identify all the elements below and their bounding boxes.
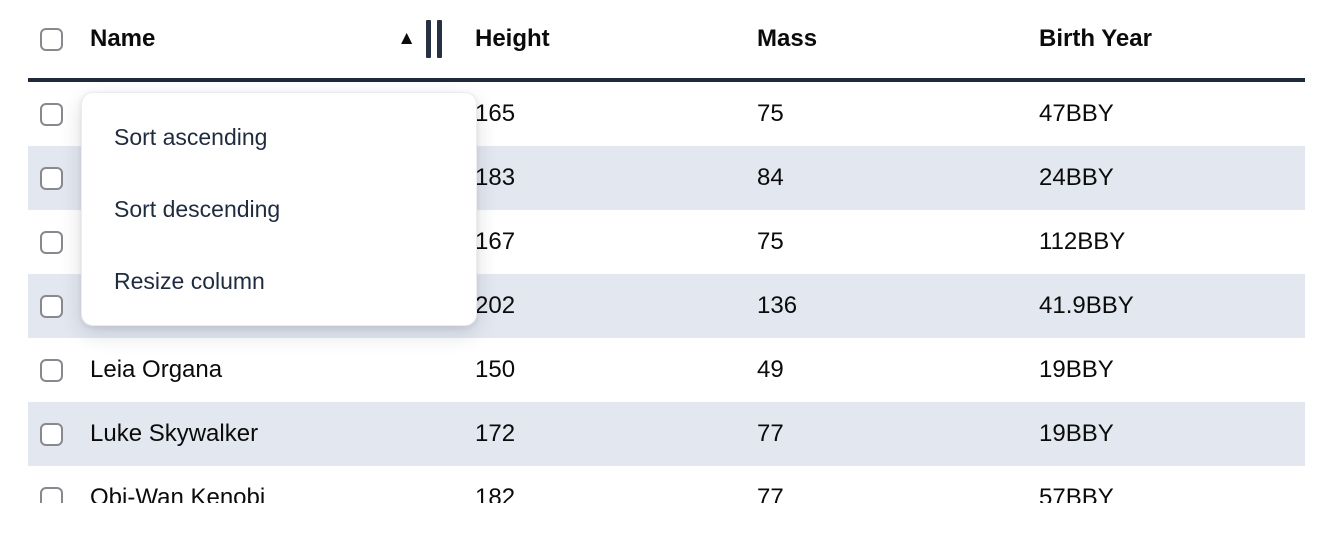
table-header-row: Name ▲ Height Mass Birth Year: [28, 0, 1305, 82]
column-resize-handle-icon[interactable]: [426, 20, 442, 58]
cell-birth-year: 19BBY: [1039, 356, 1114, 383]
cell-height: 182: [475, 484, 516, 503]
row-checkbox[interactable]: [40, 294, 63, 318]
column-header-mass[interactable]: Mass: [757, 25, 818, 52]
header-cell-name[interactable]: Name ▲: [28, 0, 459, 78]
cell-birth-year: 41.9BBY: [1039, 292, 1134, 319]
cell-mass: 84: [757, 164, 784, 191]
cell-birth-year: 47BBY: [1039, 100, 1114, 127]
cell-height: 183: [475, 164, 516, 191]
row-checkbox[interactable]: [40, 166, 63, 190]
menu-item-resize-column[interactable]: Resize column: [114, 267, 265, 294]
row-checkbox[interactable]: [40, 358, 63, 382]
resize-grip-bar: [437, 20, 442, 58]
row-checkbox[interactable]: [40, 102, 63, 126]
table-row: Leia Organa 150 49 19BBY: [28, 338, 1305, 402]
select-all-checkbox[interactable]: [40, 27, 63, 51]
row-checkbox[interactable]: [40, 422, 63, 446]
table-row: Luke Skywalker 172 77 19BBY: [28, 402, 1305, 466]
cell-mass: 49: [757, 356, 784, 383]
column-header-menu: Sort ascending Sort descending Resize co…: [81, 92, 477, 326]
cell-height: 202: [475, 292, 516, 319]
menu-item-sort-descending[interactable]: Sort descending: [114, 195, 281, 222]
column-header-height[interactable]: Height: [475, 25, 550, 52]
cell-mass: 75: [757, 228, 784, 255]
cell-mass: 77: [757, 484, 784, 503]
table-row: Obi-Wan Kenobi 182 77 57BBY: [28, 466, 1305, 503]
column-header-birth-year[interactable]: Birth Year: [1039, 25, 1152, 52]
data-table: Name ▲ Height Mass Birth Year 165 75 47B…: [28, 0, 1305, 503]
cell-birth-year: 19BBY: [1039, 420, 1114, 447]
cell-birth-year: 24BBY: [1039, 164, 1114, 191]
cell-mass: 77: [757, 420, 784, 447]
cell-name: Leia Organa: [90, 356, 223, 383]
row-checkbox[interactable]: [40, 230, 63, 254]
cell-height: 172: [475, 420, 516, 447]
cell-mass: 136: [757, 292, 798, 319]
column-header-name[interactable]: Name: [90, 25, 156, 52]
cell-height: 167: [475, 228, 516, 255]
cell-birth-year: 112BBY: [1039, 228, 1126, 255]
cell-name: Luke Skywalker: [90, 420, 259, 447]
row-checkbox[interactable]: [40, 486, 63, 503]
cell-height: 150: [475, 356, 516, 383]
cell-name: Obi-Wan Kenobi: [90, 484, 266, 503]
resize-grip-bar: [426, 20, 431, 58]
cell-mass: 75: [757, 100, 784, 127]
cell-height: 165: [475, 100, 516, 127]
cell-birth-year: 57BBY: [1039, 484, 1114, 503]
sort-ascending-icon: ▲: [397, 27, 416, 49]
menu-item-sort-ascending[interactable]: Sort ascending: [114, 123, 268, 150]
